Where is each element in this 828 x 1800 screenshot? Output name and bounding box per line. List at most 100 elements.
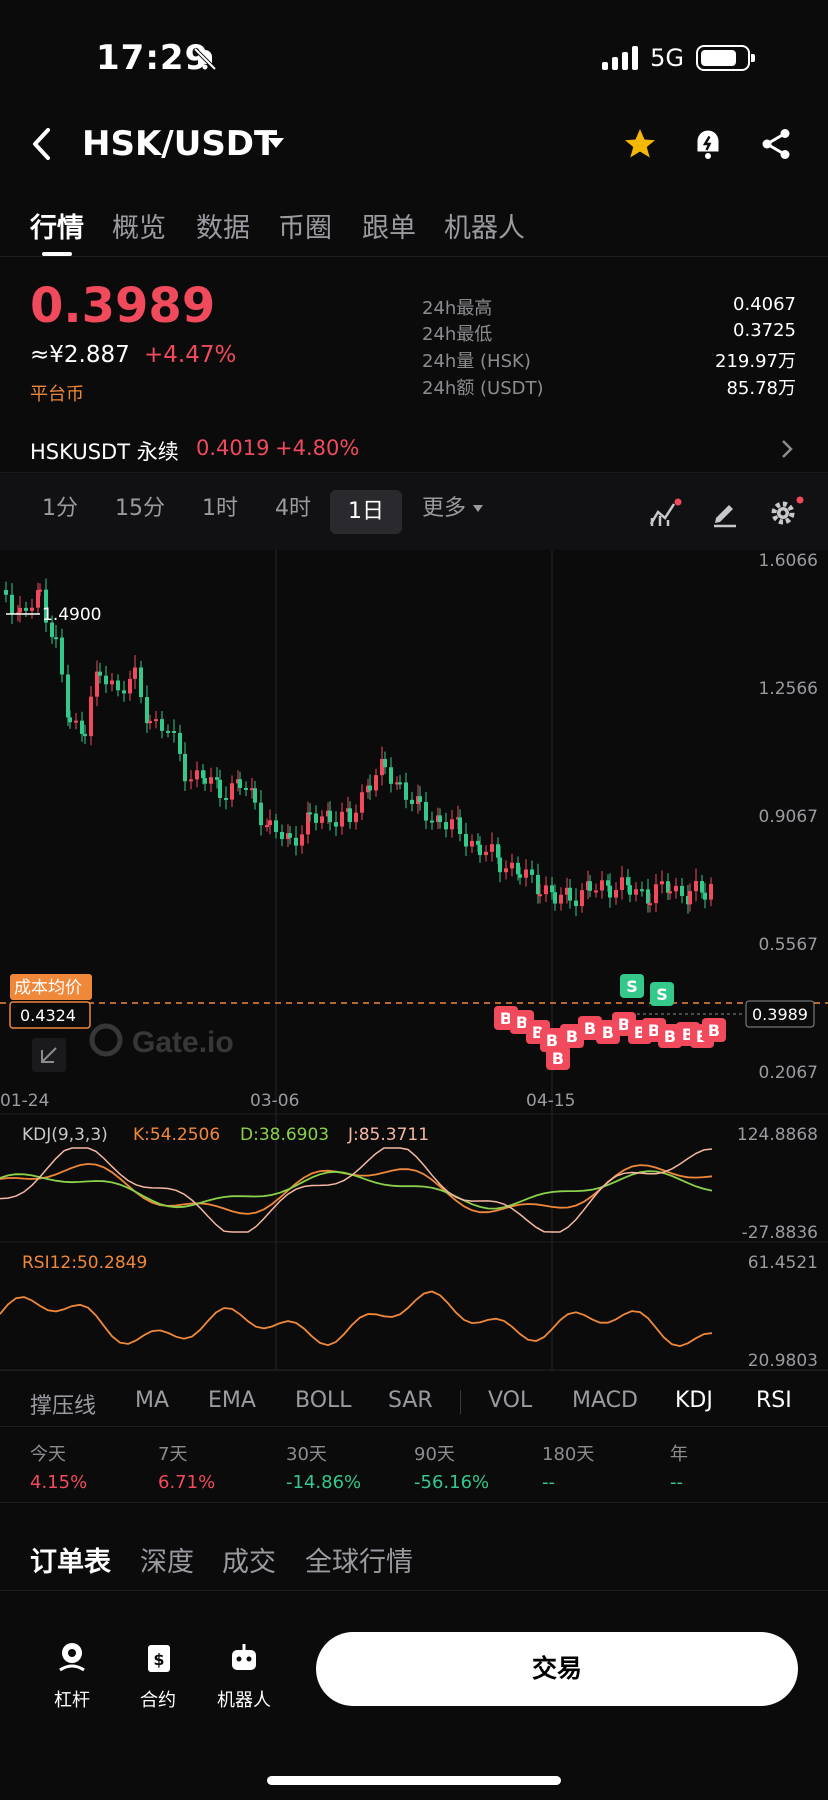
candle-body bbox=[510, 862, 514, 869]
interval-1d[interactable]: 1日 bbox=[330, 490, 402, 534]
candle-body bbox=[178, 732, 182, 754]
platform-coin-tag: 平台币 bbox=[30, 384, 84, 405]
settings-gear-icon[interactable] bbox=[768, 496, 804, 528]
sell-marker bbox=[620, 974, 644, 998]
indicator-sar[interactable]: SAR bbox=[388, 1388, 433, 1413]
candle-body bbox=[294, 837, 298, 846]
candle-body bbox=[74, 720, 78, 723]
indicator-ma[interactable]: MA bbox=[135, 1388, 170, 1413]
perf-value-1y: -- bbox=[670, 1472, 683, 1493]
share-icon[interactable] bbox=[758, 126, 794, 162]
tab-overview[interactable]: 概览 bbox=[112, 213, 166, 244]
candle-body bbox=[450, 819, 454, 830]
perf-label-30d: 30天 bbox=[286, 1444, 327, 1465]
interval-bar-bg bbox=[0, 474, 828, 550]
candlestick-chart[interactable]: Gate.io 1.4900 成本均价 0.4324 0.3989 B BB BBB… bbox=[0, 550, 828, 1370]
stat-value-low: 0.3725 bbox=[733, 320, 796, 341]
interval-1m[interactable]: 1分 bbox=[42, 496, 78, 521]
candle-body bbox=[172, 730, 176, 733]
perf-label-180d: 180天 bbox=[542, 1444, 595, 1465]
caret-down-icon[interactable] bbox=[266, 136, 286, 150]
interval-1h[interactable]: 1时 bbox=[202, 496, 238, 521]
perf-label-7d: 7天 bbox=[158, 1444, 188, 1465]
candle-body bbox=[274, 820, 278, 832]
tab-trades[interactable]: 成交 bbox=[222, 1547, 276, 1578]
order-tabs-divider bbox=[0, 1590, 828, 1591]
kdj-d-line bbox=[0, 1170, 713, 1210]
nav-robot[interactable]: 机器人 bbox=[204, 1640, 284, 1712]
more-caret-icon[interactable] bbox=[472, 504, 484, 513]
trade-button[interactable]: 交易 bbox=[316, 1632, 798, 1706]
indicator-divider-top bbox=[0, 1370, 828, 1371]
interval-more[interactable]: 更多 bbox=[422, 496, 467, 521]
candle-body bbox=[354, 812, 358, 823]
stat-label-low: 24h最低 bbox=[422, 324, 493, 345]
rsi-line bbox=[0, 1290, 713, 1348]
candle-body bbox=[18, 607, 22, 613]
rsi-title: RSI12:50.2849 bbox=[22, 1253, 147, 1273]
tab-community[interactable]: 币圈 bbox=[278, 213, 332, 244]
candle-body bbox=[10, 594, 14, 615]
candle-body bbox=[95, 671, 99, 697]
draw-tool-icon[interactable] bbox=[710, 498, 740, 528]
indicator-kdj[interactable]: KDJ bbox=[675, 1388, 713, 1413]
candle-body bbox=[201, 770, 205, 779]
kdj-d: D:38.6903 bbox=[240, 1125, 329, 1145]
tab-order-book[interactable]: 订单表 bbox=[30, 1547, 111, 1578]
contract-icon: $ bbox=[148, 1645, 170, 1672]
price-alert-icon[interactable] bbox=[690, 126, 726, 162]
tab-bots[interactable]: 机器人 bbox=[444, 213, 525, 244]
candle-body bbox=[498, 857, 502, 873]
candle-body bbox=[4, 590, 8, 595]
tab-depth[interactable]: 深度 bbox=[140, 1547, 194, 1578]
candle-body bbox=[89, 696, 93, 737]
candle-body bbox=[418, 796, 422, 802]
tab-copy-trading[interactable]: 跟单 bbox=[362, 213, 416, 244]
nav-leverage[interactable]: 杠杆 bbox=[32, 1640, 112, 1712]
candles-group bbox=[4, 578, 713, 917]
indicator-ema[interactable]: EMA bbox=[208, 1388, 256, 1413]
candle-body bbox=[608, 885, 612, 898]
sell-marker-label: S bbox=[656, 985, 668, 1004]
perf-value-180d: -- bbox=[542, 1472, 555, 1493]
candle-body bbox=[218, 779, 222, 798]
candle-body bbox=[648, 903, 652, 906]
buy-marker-label: B bbox=[664, 1027, 676, 1046]
interval-4h[interactable]: 4时 bbox=[275, 496, 311, 521]
x-tick-2: 03-06 bbox=[250, 1091, 299, 1111]
indicator-vol[interactable]: VOL bbox=[488, 1388, 533, 1413]
status-indicators: 5G bbox=[602, 44, 755, 72]
candle-body bbox=[209, 777, 213, 784]
indicator-icon[interactable] bbox=[648, 498, 682, 528]
tab-data[interactable]: 数据 bbox=[196, 213, 250, 244]
perpetual-row[interactable]: HSKUSDT 永续 0.4019 +4.80% bbox=[0, 430, 828, 472]
candle-body bbox=[476, 840, 480, 845]
tab-market[interactable]: 行情 bbox=[30, 213, 84, 244]
candle-body bbox=[116, 680, 120, 691]
network-label: 5G bbox=[650, 44, 684, 72]
star-icon[interactable] bbox=[622, 126, 658, 162]
candle-body bbox=[550, 885, 554, 893]
kdj-min: -27.8836 bbox=[742, 1223, 818, 1243]
interval-15m[interactable]: 15分 bbox=[115, 496, 165, 521]
buy-marker-label: B bbox=[708, 1021, 720, 1040]
back-icon[interactable] bbox=[30, 126, 54, 162]
watermark-text: Gate.io bbox=[132, 1026, 234, 1059]
tab-global-market[interactable]: 全球行情 bbox=[305, 1547, 413, 1578]
stat-value-high: 0.4067 bbox=[733, 294, 796, 315]
svg-text:$: $ bbox=[153, 1650, 164, 1669]
avg-cost-label-bg bbox=[10, 974, 92, 1000]
nav-robot-label: 机器人 bbox=[217, 1690, 271, 1711]
candle-body bbox=[259, 802, 263, 826]
candle-body bbox=[538, 894, 542, 897]
candle-body bbox=[640, 889, 644, 892]
indicator-support-resistance[interactable]: 撑压线 bbox=[30, 1394, 97, 1419]
y-tick-5: 0.2067 bbox=[759, 1063, 818, 1083]
nav-contract[interactable]: $ 合约 bbox=[118, 1640, 198, 1712]
indicator-boll[interactable]: BOLL bbox=[295, 1388, 352, 1413]
indicator-macd[interactable]: MACD bbox=[572, 1388, 638, 1413]
indicator-rsi[interactable]: RSI bbox=[756, 1388, 792, 1413]
buy-marker-label: B bbox=[552, 1049, 564, 1068]
pair-title[interactable]: HSK/USDT bbox=[82, 124, 278, 164]
candle-body bbox=[104, 675, 108, 685]
